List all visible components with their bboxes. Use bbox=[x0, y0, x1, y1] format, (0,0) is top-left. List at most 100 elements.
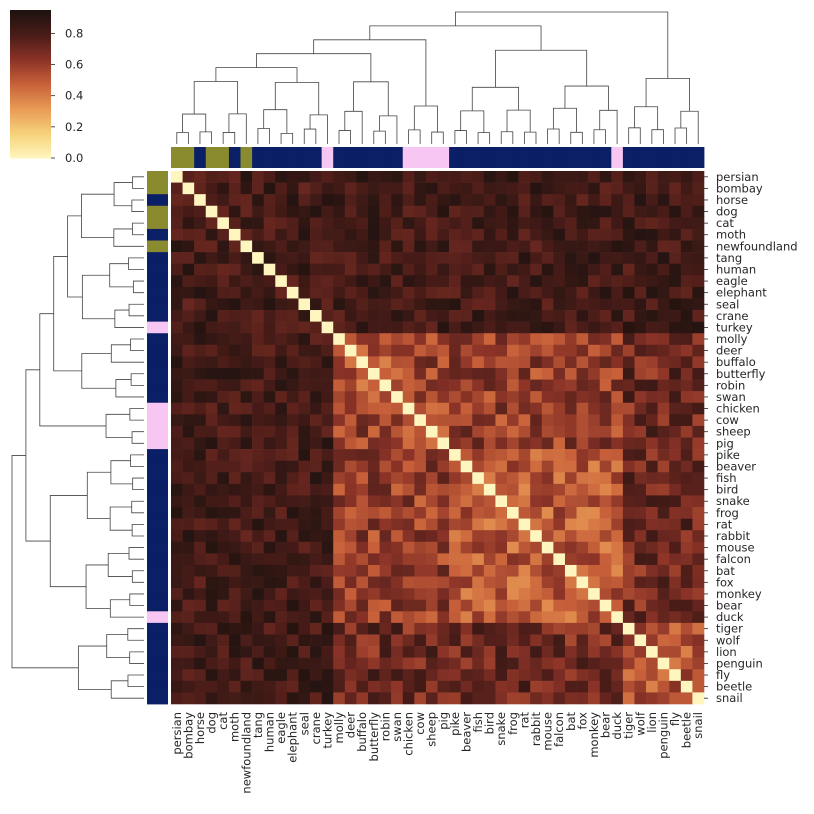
row-category-cell bbox=[147, 240, 168, 253]
heatmap-cell bbox=[333, 495, 346, 508]
heatmap-cell bbox=[298, 263, 311, 276]
dendrogram-link bbox=[215, 67, 298, 83]
heatmap-cell bbox=[425, 391, 438, 404]
heatmap-cell bbox=[669, 646, 682, 658]
heatmap-cell bbox=[286, 669, 299, 682]
heatmap-cell bbox=[472, 379, 485, 392]
heatmap-cell bbox=[611, 611, 624, 624]
heatmap-cell bbox=[286, 611, 299, 624]
heatmap-cell bbox=[286, 391, 299, 404]
heatmap-cell bbox=[483, 182, 496, 195]
heatmap-cell bbox=[669, 391, 682, 404]
heatmap-cell bbox=[182, 194, 195, 207]
heatmap-cell bbox=[414, 344, 427, 357]
heatmap-cell bbox=[669, 425, 682, 438]
heatmap-cell bbox=[217, 240, 230, 253]
heatmap-cell bbox=[252, 634, 264, 647]
heatmap-cell bbox=[564, 507, 577, 519]
column-category-cell bbox=[634, 147, 647, 168]
heatmap-cell bbox=[194, 298, 207, 311]
heatmap-cell bbox=[437, 356, 450, 369]
heatmap-cell bbox=[553, 553, 566, 566]
heatmap-cell bbox=[518, 298, 531, 311]
heatmap-cell bbox=[333, 171, 346, 183]
heatmap-cell bbox=[240, 483, 253, 496]
heatmap-cell bbox=[205, 286, 218, 299]
heatmap-cell bbox=[182, 414, 195, 427]
heatmap-cell bbox=[414, 460, 427, 473]
heatmap-cell bbox=[344, 402, 357, 415]
heatmap-cell bbox=[472, 217, 485, 230]
heatmap-cell bbox=[460, 437, 473, 450]
heatmap-cell bbox=[437, 171, 450, 183]
heatmap-cell bbox=[228, 541, 241, 554]
heatmap-cell bbox=[391, 437, 404, 450]
heatmap-cell bbox=[576, 588, 589, 601]
heatmap-cell bbox=[194, 657, 207, 670]
heatmap-cell bbox=[194, 449, 207, 461]
row-tick-label: deer bbox=[716, 344, 742, 358]
heatmap-cell bbox=[483, 634, 496, 647]
heatmap-cell bbox=[611, 391, 624, 404]
heatmap-cell bbox=[588, 599, 601, 612]
heatmap-cell bbox=[657, 205, 670, 218]
heatmap-cell bbox=[321, 622, 334, 635]
heatmap-cell bbox=[611, 263, 624, 276]
column-category-cell bbox=[553, 147, 566, 168]
heatmap-cell bbox=[634, 657, 647, 670]
heatmap-cell bbox=[692, 669, 705, 682]
heatmap-cell bbox=[194, 414, 207, 427]
heatmap-cell bbox=[437, 541, 450, 554]
heatmap-cell bbox=[286, 495, 299, 508]
heatmap-cell bbox=[252, 228, 264, 241]
row-category-cell bbox=[147, 171, 168, 183]
heatmap-cell bbox=[263, 483, 276, 496]
heatmap-cell bbox=[611, 622, 624, 635]
heatmap-cell bbox=[414, 171, 427, 183]
heatmap-cell bbox=[669, 240, 682, 253]
heatmap-cell bbox=[692, 622, 705, 635]
heatmap-cell bbox=[379, 402, 392, 415]
heatmap-cell bbox=[692, 240, 705, 253]
heatmap-cell bbox=[541, 425, 554, 438]
heatmap-cell bbox=[310, 495, 322, 508]
heatmap-cell bbox=[553, 286, 566, 299]
heatmap-cell bbox=[483, 460, 496, 473]
heatmap-cell bbox=[495, 553, 508, 566]
heatmap-cell bbox=[437, 344, 450, 357]
heatmap-cell bbox=[333, 564, 346, 577]
row-category-cell bbox=[147, 402, 168, 415]
column-category-cell bbox=[298, 147, 311, 168]
heatmap-cell bbox=[263, 298, 276, 311]
heatmap-cell bbox=[414, 657, 427, 670]
heatmap-cell bbox=[449, 495, 461, 508]
heatmap-cell bbox=[379, 217, 392, 230]
heatmap-cell bbox=[171, 298, 183, 311]
heatmap-cell bbox=[182, 530, 195, 543]
heatmap-cell bbox=[634, 217, 647, 230]
heatmap-cell bbox=[344, 217, 357, 230]
heatmap-cell bbox=[379, 240, 392, 253]
heatmap-cell bbox=[298, 321, 311, 334]
column-category-cell bbox=[530, 147, 543, 168]
colorbar-segment bbox=[10, 19, 51, 23]
heatmap-cell bbox=[576, 425, 589, 438]
heatmap-cell bbox=[367, 657, 380, 670]
heatmap-cell bbox=[472, 298, 485, 311]
heatmap-cell bbox=[182, 286, 195, 299]
heatmap-cell bbox=[634, 275, 647, 288]
heatmap-cell bbox=[263, 564, 276, 577]
heatmap-cell bbox=[564, 460, 577, 473]
heatmap-cell bbox=[286, 356, 299, 369]
row-category-cell bbox=[147, 344, 168, 357]
heatmap-cell bbox=[263, 425, 276, 438]
heatmap-cell bbox=[379, 205, 392, 218]
heatmap-cell bbox=[518, 576, 531, 589]
dendrogram-link bbox=[263, 109, 288, 134]
heatmap-cell bbox=[402, 692, 415, 705]
heatmap-cell bbox=[576, 194, 589, 207]
heatmap-cell bbox=[367, 495, 380, 508]
heatmap-cell bbox=[205, 379, 218, 392]
heatmap-cell bbox=[530, 321, 543, 334]
heatmap-cell bbox=[217, 646, 230, 658]
